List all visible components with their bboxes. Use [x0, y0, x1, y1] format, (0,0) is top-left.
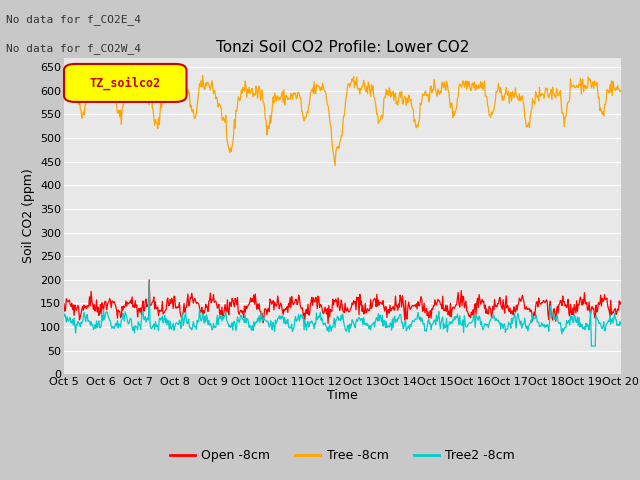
Text: TZ_soilco2: TZ_soilco2 — [90, 76, 161, 90]
Legend: Open -8cm, Tree -8cm, Tree2 -8cm: Open -8cm, Tree -8cm, Tree2 -8cm — [165, 444, 520, 467]
Text: No data for f_CO2E_4: No data for f_CO2E_4 — [6, 14, 141, 25]
Title: Tonzi Soil CO2 Profile: Lower CO2: Tonzi Soil CO2 Profile: Lower CO2 — [216, 40, 469, 55]
FancyBboxPatch shape — [64, 64, 186, 102]
X-axis label: Time: Time — [327, 389, 358, 402]
Text: No data for f_CO2W_4: No data for f_CO2W_4 — [6, 43, 141, 54]
Y-axis label: Soil CO2 (ppm): Soil CO2 (ppm) — [22, 168, 35, 264]
